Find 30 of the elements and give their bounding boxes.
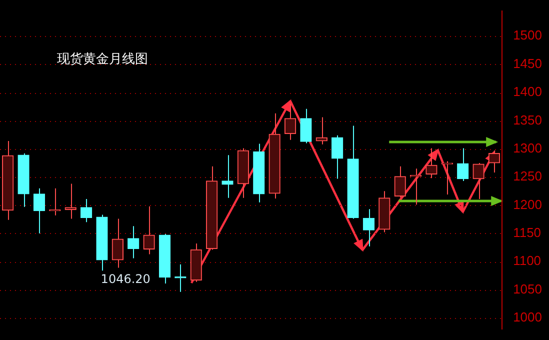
candlestick <box>190 243 202 282</box>
y-tick-label: 1000 <box>513 310 542 325</box>
candlestick <box>206 166 218 250</box>
candlestick <box>332 134 344 180</box>
candlestick <box>2 140 14 220</box>
candlestick <box>347 125 359 220</box>
y-tick-label: 1150 <box>513 224 542 240</box>
y-tick-label: 1450 <box>513 56 542 71</box>
annotation: 1046.20 <box>100 272 150 286</box>
y-tick-label: 1250 <box>513 168 542 184</box>
candlestick <box>253 143 265 203</box>
candlestick <box>222 154 234 198</box>
candlestick <box>64 183 76 220</box>
y-tick-label: 1100 <box>513 253 542 268</box>
y-tick-label: 1050 <box>513 281 542 296</box>
candlestick <box>237 148 250 198</box>
y-tick-label: 1300 <box>513 140 542 156</box>
candlestick <box>316 116 328 145</box>
y-tick-label: 1200 <box>513 196 542 212</box>
y-tick-label: 1400 <box>513 84 542 100</box>
candlestick <box>268 112 280 199</box>
candlestick <box>158 233 171 284</box>
candlestick <box>378 190 390 233</box>
candlestick <box>96 214 108 272</box>
candlestick <box>18 152 30 208</box>
y-tick-label: 1350 <box>513 112 542 128</box>
text: 现货黄金月线图 <box>57 51 148 68</box>
candlestick <box>394 166 406 198</box>
candlestick <box>112 218 124 268</box>
y-tick-label: 1500 <box>513 28 542 43</box>
